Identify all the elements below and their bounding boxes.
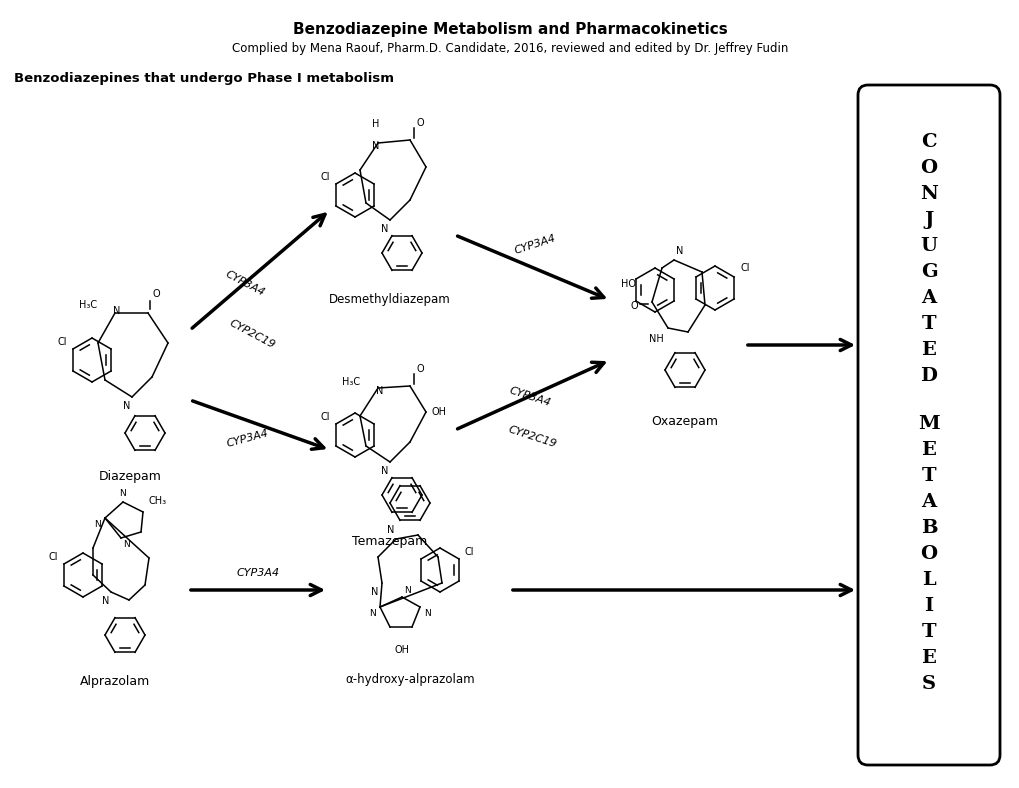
Text: M: M [917, 415, 938, 433]
Text: S: S [921, 675, 935, 693]
Text: CYP3A4: CYP3A4 [513, 233, 556, 256]
Text: N: N [370, 587, 378, 597]
Text: N: N [372, 141, 379, 151]
Text: H₃C: H₃C [78, 300, 97, 310]
Text: N: N [380, 224, 387, 234]
Text: N: N [113, 306, 120, 316]
Text: CYP3A4: CYP3A4 [223, 269, 266, 298]
Text: Benzodiazepines that undergo Phase I metabolism: Benzodiazepines that undergo Phase I met… [14, 72, 393, 85]
Text: NH: NH [649, 334, 663, 344]
Text: OH: OH [394, 645, 409, 655]
Text: T: T [921, 467, 935, 485]
Text: Cl: Cl [320, 412, 330, 422]
Text: N: N [369, 609, 376, 618]
Text: O: O [630, 301, 637, 311]
Text: Cl: Cl [57, 337, 67, 347]
Text: CYP3A4: CYP3A4 [225, 428, 270, 449]
Text: H₃C: H₃C [341, 377, 360, 387]
Text: OH: OH [432, 407, 446, 417]
FancyBboxPatch shape [857, 85, 999, 765]
Text: N: N [122, 401, 129, 411]
Text: N: N [119, 489, 126, 498]
Text: Cl: Cl [465, 547, 474, 557]
Text: J: J [923, 211, 932, 229]
Text: N: N [919, 185, 937, 203]
Text: G: G [920, 263, 936, 281]
Text: N: N [123, 540, 129, 549]
Text: Cl: Cl [320, 172, 330, 182]
Text: N: N [376, 386, 383, 396]
Text: N: N [102, 596, 109, 606]
Text: E: E [920, 441, 935, 459]
Text: Diazepam: Diazepam [99, 470, 161, 483]
Text: CYP2C19: CYP2C19 [227, 318, 276, 351]
Text: O: O [919, 545, 936, 563]
Text: Complied by Mena Raouf, Pharm.D. Candidate, 2016, reviewed and edited by Dr. Jef: Complied by Mena Raouf, Pharm.D. Candida… [231, 42, 788, 55]
Text: O: O [919, 159, 936, 177]
Text: I: I [923, 597, 932, 615]
Text: CYP3A4: CYP3A4 [507, 385, 551, 408]
Text: CH₃: CH₃ [149, 496, 167, 506]
Text: N: N [676, 246, 683, 256]
Text: A: A [920, 289, 935, 307]
Text: N: N [386, 525, 393, 535]
Text: C: C [920, 133, 935, 151]
Text: O: O [416, 118, 424, 128]
Text: N: N [380, 466, 387, 476]
Text: T: T [921, 315, 935, 333]
Text: α-hydroxy-alprazolam: α-hydroxy-alprazolam [344, 673, 475, 686]
Text: D: D [919, 367, 936, 385]
Text: U: U [920, 237, 936, 255]
Text: Temazepam: Temazepam [352, 535, 427, 548]
Text: Desmethyldiazepam: Desmethyldiazepam [329, 293, 450, 306]
Text: N: N [404, 586, 411, 595]
Text: A: A [920, 493, 935, 511]
Text: E: E [920, 341, 935, 359]
Text: N: N [94, 520, 101, 529]
Text: O: O [416, 364, 424, 374]
Text: B: B [920, 519, 936, 537]
Text: L: L [921, 571, 934, 589]
Text: N: N [424, 609, 430, 618]
Text: CYP2C19: CYP2C19 [506, 424, 557, 449]
Text: CYP3A4: CYP3A4 [236, 568, 279, 578]
Text: H: H [372, 119, 379, 129]
Text: E: E [920, 649, 935, 667]
Text: Cl: Cl [740, 263, 750, 273]
Text: O: O [152, 289, 160, 299]
Text: Cl: Cl [49, 552, 58, 562]
Text: Alprazolam: Alprazolam [79, 675, 150, 688]
Text: HO: HO [621, 279, 636, 289]
Text: T: T [921, 623, 935, 641]
Text: Oxazepam: Oxazepam [651, 415, 717, 428]
Text: Benzodiazepine Metabolism and Pharmacokinetics: Benzodiazepine Metabolism and Pharmacoki… [292, 22, 727, 37]
